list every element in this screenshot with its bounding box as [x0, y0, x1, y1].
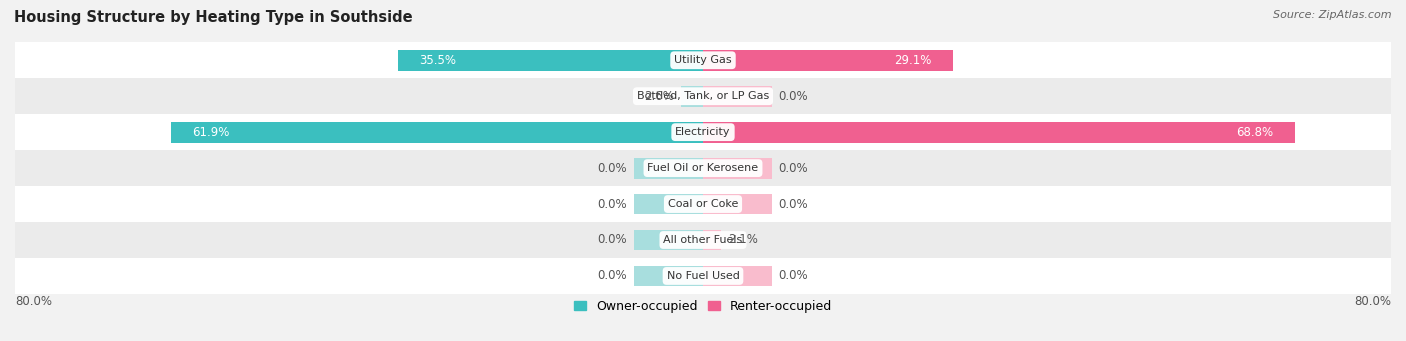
Bar [0, 114, 1406, 150]
Bar [0, 150, 1406, 186]
Text: 2.1%: 2.1% [728, 234, 758, 247]
Text: 80.0%: 80.0% [1354, 295, 1391, 308]
Bar [681, 86, 703, 107]
Text: No Fuel Used: No Fuel Used [666, 271, 740, 281]
Bar [703, 229, 721, 250]
Bar [634, 194, 703, 214]
Text: 29.1%: 29.1% [894, 54, 932, 67]
Bar [703, 50, 953, 71]
Text: 0.0%: 0.0% [598, 269, 627, 282]
Bar [398, 50, 703, 71]
Text: Electricity: Electricity [675, 127, 731, 137]
Bar [634, 158, 703, 179]
Text: 68.8%: 68.8% [1236, 125, 1274, 139]
Text: 80.0%: 80.0% [15, 295, 52, 308]
Bar [703, 122, 1295, 143]
Text: 0.0%: 0.0% [598, 234, 627, 247]
Text: 35.5%: 35.5% [419, 54, 456, 67]
Text: 61.9%: 61.9% [193, 125, 229, 139]
Bar [703, 86, 772, 107]
Bar [170, 122, 703, 143]
Text: All other Fuels: All other Fuels [664, 235, 742, 245]
Bar [0, 222, 1406, 258]
Text: Fuel Oil or Kerosene: Fuel Oil or Kerosene [647, 163, 759, 173]
Bar [0, 42, 1406, 78]
Legend: Owner-occupied, Renter-occupied: Owner-occupied, Renter-occupied [568, 295, 838, 318]
Bar [0, 186, 1406, 222]
Text: 0.0%: 0.0% [598, 162, 627, 175]
Bar [703, 158, 772, 179]
Text: Utility Gas: Utility Gas [675, 55, 731, 65]
Text: 2.6%: 2.6% [644, 90, 673, 103]
Text: Coal or Coke: Coal or Coke [668, 199, 738, 209]
Bar [0, 78, 1406, 114]
Text: Source: ZipAtlas.com: Source: ZipAtlas.com [1274, 10, 1392, 20]
Bar [634, 266, 703, 286]
Text: 0.0%: 0.0% [779, 90, 808, 103]
Bar [703, 194, 772, 214]
Text: 0.0%: 0.0% [779, 269, 808, 282]
Bar [634, 229, 703, 250]
Bar [0, 258, 1406, 294]
Text: 0.0%: 0.0% [779, 197, 808, 210]
Text: Bottled, Tank, or LP Gas: Bottled, Tank, or LP Gas [637, 91, 769, 101]
Text: 0.0%: 0.0% [779, 162, 808, 175]
Text: 0.0%: 0.0% [598, 197, 627, 210]
Text: Housing Structure by Heating Type in Southside: Housing Structure by Heating Type in Sou… [14, 10, 413, 25]
Bar [703, 266, 772, 286]
